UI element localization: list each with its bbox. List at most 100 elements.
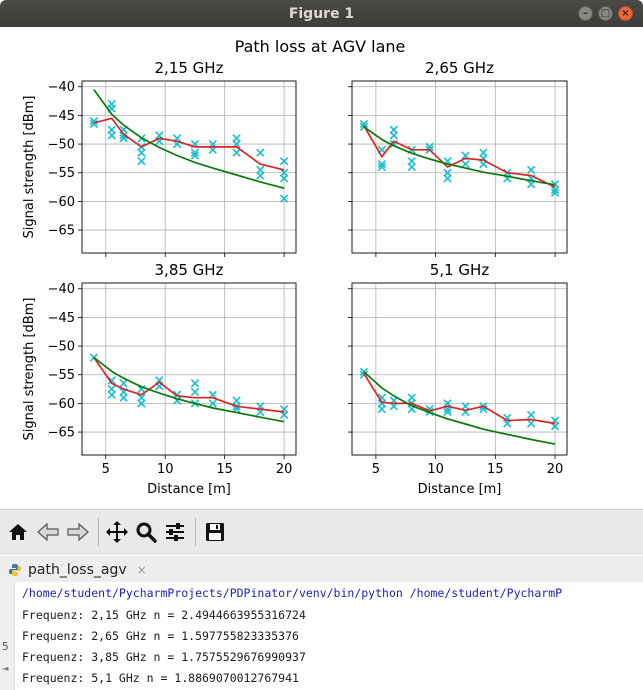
data-point <box>190 151 200 160</box>
x-axis-label: Distance [m] <box>147 482 231 497</box>
data-point <box>359 119 369 129</box>
y-tick-label: −45 <box>48 311 75 326</box>
forward-button[interactable] <box>65 518 91 546</box>
run-tab[interactable]: path_loss_agv × <box>8 559 147 581</box>
close-button[interactable]: × <box>618 6 633 21</box>
data-point <box>279 174 289 183</box>
magnifier-icon <box>136 522 157 543</box>
y-tick-label: −65 <box>48 426 75 441</box>
toolbar-separator <box>98 518 99 546</box>
minimize-button[interactable]: – <box>578 6 593 21</box>
mean-line <box>363 125 556 188</box>
data-point <box>389 131 398 140</box>
floppy-icon <box>206 523 224 541</box>
save-button[interactable] <box>202 518 228 546</box>
data-point <box>190 387 200 397</box>
data-point <box>407 162 416 172</box>
arrow-left-icon <box>37 522 59 542</box>
move-icon <box>106 521 128 543</box>
data-point <box>279 157 289 166</box>
data-point <box>279 194 289 203</box>
console-output-line: Frequenz: 2,65 GHz n = 1.597755823335376 <box>22 629 299 643</box>
pan-button[interactable] <box>104 518 130 546</box>
console-output-line: Frequenz: 2,15 GHz n = 2.494466395531672… <box>22 608 306 622</box>
x-tick-label: 20 <box>547 462 564 477</box>
figure-suptitle: Path loss at AGV lane <box>235 37 406 56</box>
console-output-line: Frequenz: 3,85 GHz n = 1.757552967699093… <box>22 650 306 664</box>
x-tick-label: 5 <box>372 462 380 477</box>
data-point <box>256 171 265 180</box>
data-point <box>107 390 116 399</box>
python-icon <box>9 564 21 576</box>
data-point <box>107 131 116 140</box>
axes-frame <box>351 282 568 456</box>
data-point <box>377 159 387 169</box>
data-point <box>208 399 217 408</box>
data-point <box>137 384 146 394</box>
gutter-mark: 5 <box>2 640 9 653</box>
x-tick-label: 10 <box>427 462 444 477</box>
run-console[interactable]: 5 ⇥ /home/student/PycharmProjects/PDPina… <box>0 582 643 690</box>
subplot-title: 3,85 GHz <box>155 261 224 279</box>
subplot-title: 2,65 GHz <box>425 59 494 77</box>
axes-frame <box>81 80 297 254</box>
home-icon <box>9 524 27 540</box>
x-tick-label: 10 <box>157 462 174 477</box>
data-point <box>377 404 387 414</box>
subplots-button[interactable] <box>162 518 188 546</box>
mean-line <box>93 117 285 171</box>
x-tick-label: 20 <box>276 462 293 477</box>
x-tick-label: 15 <box>216 462 233 477</box>
run-tab-label: path_loss_agv <box>28 562 127 578</box>
measured-points <box>359 367 560 431</box>
y-tick-label: −50 <box>48 138 75 153</box>
data-point <box>443 174 452 183</box>
data-point <box>443 407 452 417</box>
y-tick-label: −55 <box>48 166 75 181</box>
y-tick-label: −60 <box>48 195 75 210</box>
data-point <box>190 379 200 388</box>
data-point <box>119 131 128 140</box>
data-point <box>190 148 200 157</box>
subplot-title: 5,1 GHz <box>430 261 490 279</box>
data-point <box>232 148 241 157</box>
gutter-mark: ⇥ <box>2 662 9 675</box>
subplot-1: −40 −45 −50 −55 −60 −65 2,15 GHz Signal strengt… <box>22 59 297 257</box>
fit-line <box>93 356 285 423</box>
data-point <box>256 148 265 157</box>
fit-line <box>363 371 556 445</box>
run-tab-bar: path_loss_agv × <box>0 556 643 583</box>
figure-window: Figure 1 – □ × Path loss at AGV lane −40… <box>0 0 643 556</box>
window-titlebar[interactable]: Figure 1 – □ × <box>0 0 643 27</box>
axes-frame <box>351 80 568 254</box>
x-axis-label: Distance [m] <box>418 482 502 497</box>
console-command-line: /home/student/PycharmProjects/PDPinator/… <box>22 586 563 600</box>
home-button[interactable] <box>5 518 31 546</box>
back-button[interactable] <box>35 518 61 546</box>
data-point <box>137 157 146 166</box>
x-tick-label: 15 <box>487 462 504 477</box>
axes-background <box>82 283 296 455</box>
data-point <box>137 148 146 157</box>
mean-line <box>363 373 556 425</box>
data-point <box>527 165 536 175</box>
window-title: Figure 1 <box>288 6 355 22</box>
data-point <box>550 185 560 195</box>
data-point <box>119 379 128 388</box>
y-tick-label: −65 <box>48 224 75 239</box>
maximize-button[interactable]: □ <box>598 6 613 21</box>
subplot-title: 2,15 GHz <box>155 59 224 77</box>
data-point <box>527 419 536 428</box>
plot-toolbar <box>0 509 643 555</box>
subplot-4: 5 10 15 20 5,1 GHz Distance [m] <box>348 261 568 497</box>
zoom-button[interactable] <box>133 518 159 546</box>
run-tab-close-icon[interactable]: × <box>136 563 147 577</box>
console-gutter: 5 ⇥ <box>0 582 15 690</box>
figure-svg: Path loss at AGV lane −40 −45 −50 −55 −60 −65… <box>22 37 568 497</box>
sliders-icon <box>166 523 184 541</box>
y-tick-label: −55 <box>48 368 75 383</box>
subplot-2: 2,65 GHz <box>348 59 568 257</box>
figure-canvas[interactable]: Path loss at AGV lane −40 −45 −50 −55 −60 −65… <box>0 27 643 509</box>
data-point <box>119 393 128 402</box>
data-point <box>461 159 470 169</box>
